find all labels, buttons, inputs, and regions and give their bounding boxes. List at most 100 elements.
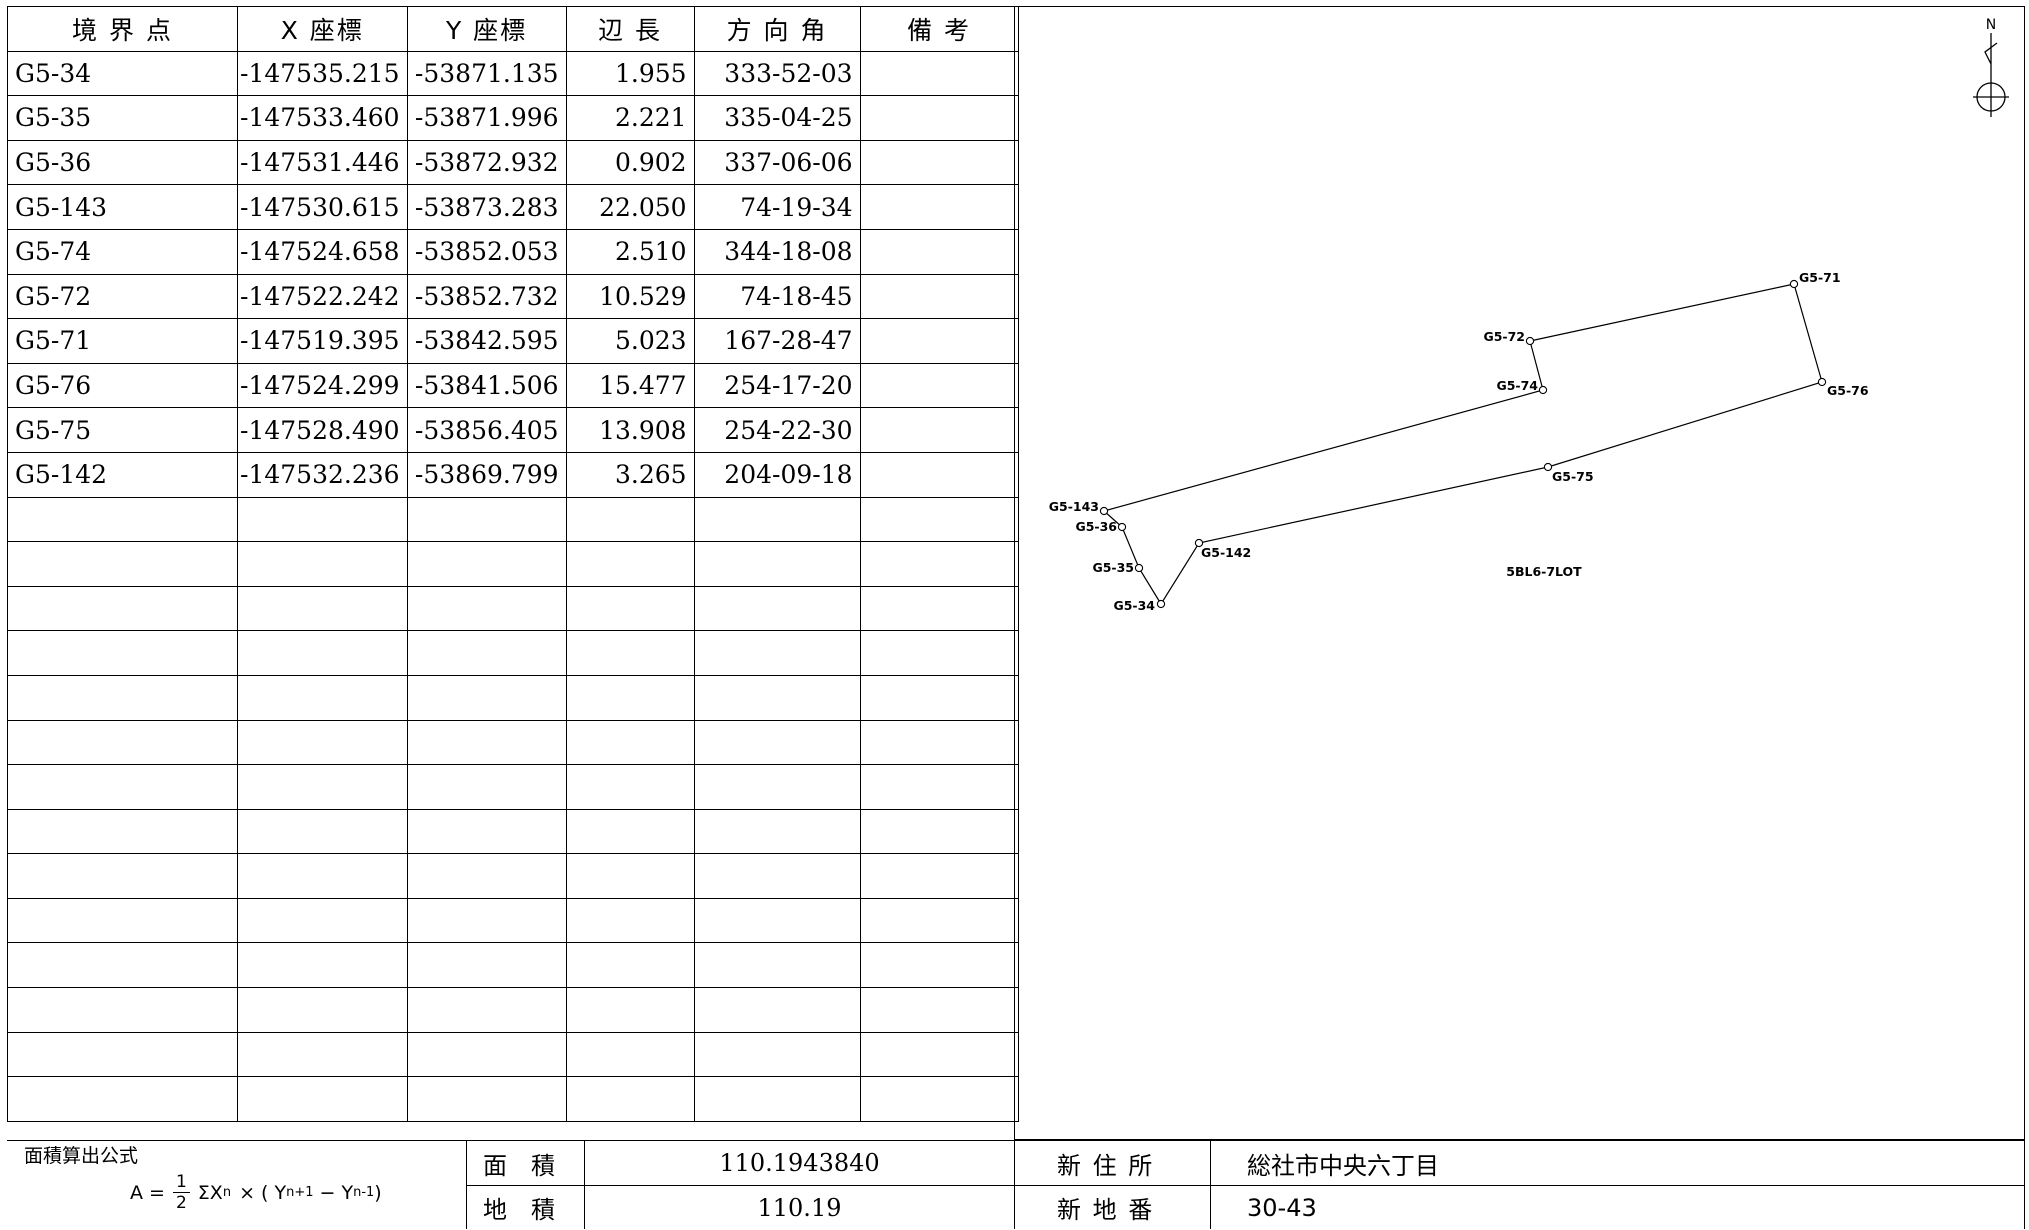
empty-cell bbox=[237, 942, 408, 989]
empty-cell bbox=[565, 987, 695, 1033]
land-area-value: 110.19 bbox=[584, 1186, 1014, 1229]
empty-cell bbox=[237, 541, 408, 587]
table-row: G5-75 -147528.490 -53856.405 13.908 254-22-3… bbox=[7, 407, 1019, 453]
y-coordinate-cell: -53852.053 bbox=[406, 228, 567, 275]
empty-cell bbox=[693, 853, 861, 899]
empty-cell bbox=[565, 764, 695, 810]
empty-cell bbox=[406, 630, 567, 676]
boundary-point-label: G5-34 bbox=[1113, 598, 1155, 613]
empty-cell bbox=[565, 496, 695, 543]
point-name-cell: G5-76 bbox=[7, 362, 238, 409]
table-row: G5-71 -147519.395 -53842.595 5.023 167-28-47 bbox=[7, 318, 1019, 364]
empty-cell bbox=[237, 853, 408, 899]
empty-cell bbox=[406, 541, 567, 587]
side-length-cell: 22.050 bbox=[565, 184, 695, 230]
empty-cell bbox=[237, 496, 408, 543]
empty-cell bbox=[7, 987, 238, 1033]
empty-cell bbox=[859, 853, 1019, 899]
formula-minus: − Y bbox=[319, 1181, 354, 1204]
empty-cell bbox=[859, 764, 1019, 810]
table-row-empty bbox=[7, 541, 1019, 587]
empty-cell bbox=[565, 1076, 695, 1122]
empty-cell bbox=[7, 496, 238, 543]
side-length-cell: 2.510 bbox=[565, 228, 695, 275]
empty-cell bbox=[237, 630, 408, 676]
empty-cell bbox=[859, 942, 1019, 989]
empty-cell bbox=[693, 764, 861, 810]
formula-sub-minus: n-1 bbox=[353, 1185, 375, 1200]
empty-cell bbox=[7, 853, 238, 899]
y-coordinate-cell: -53852.732 bbox=[406, 273, 567, 320]
table-row-empty bbox=[7, 719, 1019, 766]
area-label: 面 積 bbox=[466, 1141, 584, 1185]
empty-cell bbox=[406, 897, 567, 944]
column-header: Y 座標 bbox=[406, 6, 567, 52]
table-row-empty bbox=[7, 808, 1019, 855]
empty-cell bbox=[693, 585, 861, 632]
boundary-point-label: G5-36 bbox=[1075, 519, 1117, 534]
empty-cell bbox=[406, 764, 567, 810]
empty-cell bbox=[859, 1031, 1019, 1078]
table-row: G5-76 -147524.299 -53841.506 15.477 254-17-2… bbox=[7, 362, 1019, 409]
plot-plan-drawing: N G5-34 G5-35 G5-36 G5-143 G5-74 G5-72 G5-71 G5… bbox=[1014, 6, 2025, 1140]
point-name-cell: G5-35 bbox=[7, 95, 238, 141]
remarks-cell bbox=[859, 184, 1019, 230]
x-coordinate-cell: -147524.658 bbox=[237, 228, 408, 275]
point-name-cell: G5-36 bbox=[7, 139, 238, 186]
bearing-cell: 333-52-03 bbox=[693, 50, 861, 97]
formula-sum: ΣX bbox=[197, 1181, 223, 1204]
land-area-label: 地 積 bbox=[466, 1186, 584, 1229]
formula-lhs: A = bbox=[130, 1181, 165, 1204]
boundary-point-label: G5-35 bbox=[1092, 560, 1134, 575]
empty-cell bbox=[7, 897, 238, 944]
point-name-cell: G5-71 bbox=[7, 318, 238, 364]
empty-cell bbox=[565, 585, 695, 632]
side-length-cell: 1.955 bbox=[565, 50, 695, 97]
table-row: G5-36 -147531.446 -53872.932 0.902 337-06-06 bbox=[7, 139, 1019, 186]
empty-cell bbox=[859, 630, 1019, 676]
table-row-empty bbox=[7, 764, 1019, 810]
table-row-empty bbox=[7, 496, 1019, 543]
y-coordinate-cell: -53869.799 bbox=[406, 451, 567, 498]
side-length-cell: 0.902 bbox=[565, 139, 695, 186]
empty-cell bbox=[859, 897, 1019, 944]
y-coordinate-cell: -53872.932 bbox=[406, 139, 567, 186]
boundary-points: G5-34 G5-35 G5-36 G5-143 G5-74 G5-72 G5-71 G5-7… bbox=[1049, 270, 1869, 613]
empty-cell bbox=[859, 719, 1019, 766]
remarks-cell bbox=[859, 318, 1019, 364]
empty-cell bbox=[693, 541, 861, 587]
remarks-cell bbox=[859, 95, 1019, 141]
new-address-label: 新 住 所 bbox=[1014, 1141, 1210, 1185]
boundary-point-marker bbox=[1525, 336, 1535, 346]
bearing-cell: 337-06-06 bbox=[693, 139, 861, 186]
bearing-cell: 74-19-34 bbox=[693, 184, 861, 230]
table-row-empty bbox=[7, 897, 1019, 944]
table-body: G5-34 -147535.215 -53871.135 1.955 333-52-03… bbox=[7, 50, 1019, 1122]
table-row-empty bbox=[7, 630, 1019, 676]
side-length-cell: 10.529 bbox=[565, 273, 695, 320]
empty-cell bbox=[859, 987, 1019, 1033]
empty-cell bbox=[859, 585, 1019, 632]
y-coordinate-cell: -53871.996 bbox=[406, 95, 567, 141]
footer-divider-right bbox=[1014, 1185, 2025, 1186]
empty-cell bbox=[859, 541, 1019, 587]
empty-cell bbox=[859, 808, 1019, 855]
empty-cell bbox=[693, 987, 861, 1033]
empty-cell bbox=[7, 1076, 238, 1122]
remarks-cell bbox=[859, 451, 1019, 498]
side-length-cell: 5.023 bbox=[565, 318, 695, 364]
new-lot-label: 新 地 番 bbox=[1014, 1186, 1210, 1229]
empty-cell bbox=[565, 719, 695, 766]
table-row: G5-72 -147522.242 -53852.732 10.529 74-18-45 bbox=[7, 273, 1019, 320]
y-coordinate-cell: -53856.405 bbox=[406, 407, 567, 453]
y-coordinate-cell: -53873.283 bbox=[406, 184, 567, 230]
y-coordinate-cell: -53871.135 bbox=[406, 50, 567, 97]
empty-cell bbox=[693, 674, 861, 721]
empty-cell bbox=[565, 630, 695, 676]
table-row: G5-35 -147533.460 -53871.996 2.221 335-04-25 bbox=[7, 95, 1019, 141]
formula-close: ) bbox=[374, 1181, 382, 1204]
boundary-point-marker bbox=[1543, 462, 1553, 472]
empty-cell bbox=[406, 987, 567, 1033]
empty-cell bbox=[406, 853, 567, 899]
